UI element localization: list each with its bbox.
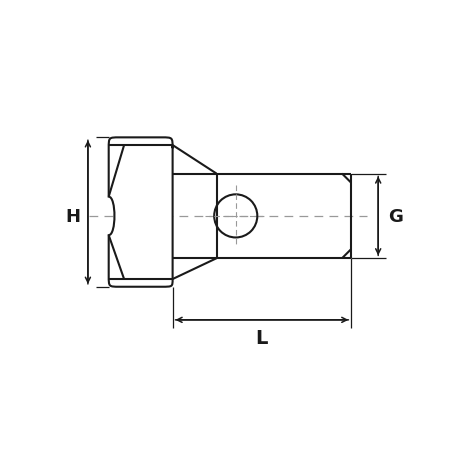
Text: G: G [388, 207, 403, 225]
PathPatch shape [108, 138, 172, 287]
Text: L: L [255, 328, 268, 347]
Text: H: H [65, 207, 80, 225]
